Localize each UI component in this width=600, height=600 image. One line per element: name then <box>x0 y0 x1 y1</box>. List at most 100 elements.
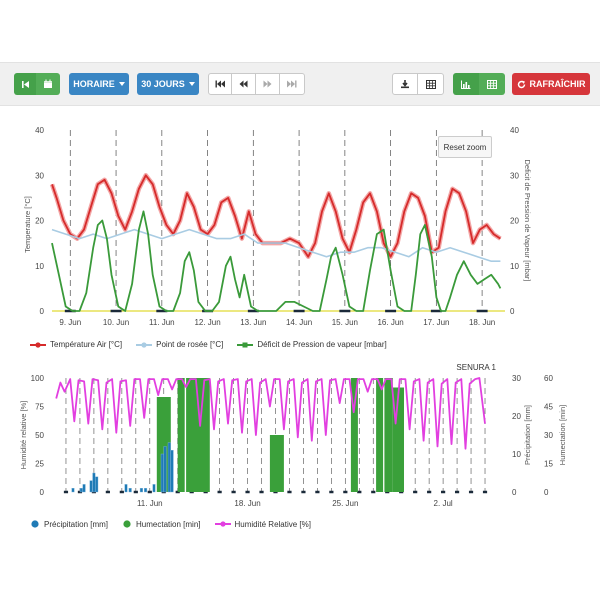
y-right-axis-title: Deficit de Pression de Vapeur [mbar] <box>523 159 532 281</box>
legend-item-dew-point[interactable]: Point de rosée [°C] <box>136 340 223 349</box>
x-tick-label: 10. Jun <box>103 318 129 327</box>
legend-item-temperature[interactable]: Température Air [°C] <box>30 340 122 349</box>
humectation-bar <box>186 378 210 492</box>
reset-zoom-button[interactable]: Reset zoom <box>438 136 492 158</box>
humectation-bar <box>384 378 393 492</box>
legend-label: Point de rosée [°C] <box>156 340 224 349</box>
legend-marker <box>136 341 153 348</box>
calendar-button[interactable] <box>36 73 60 95</box>
toolbar: HORAIRE 30 JOURS RAFRAÎCHIR <box>0 62 600 106</box>
precipitation-bar <box>160 453 164 493</box>
series-line-dew-point <box>51 228 501 263</box>
temperature-legend: Température Air [°C] Point de rosée [°C]… <box>30 340 387 349</box>
precipitation-bar <box>152 484 156 493</box>
y-right2-tick-label: 15 <box>544 460 553 469</box>
bar-chart-icon <box>461 80 471 89</box>
legend-label: Humectation [min] <box>136 519 201 529</box>
y-left-tick-label: 100 <box>31 374 45 383</box>
precipitation-bar <box>170 450 174 493</box>
humectation-bar <box>269 435 284 492</box>
calendar-icon <box>44 79 52 88</box>
precipitation-bar <box>144 488 148 493</box>
x-tick-label: 13. Jun <box>240 318 266 327</box>
series-line-vpd <box>51 210 502 312</box>
x-tick-label: 16. Jun <box>377 318 403 327</box>
y-right2-tick-label: 60 <box>544 374 553 383</box>
period-label: 30 JOURS <box>141 79 185 89</box>
y-right-tick-label: 20 <box>510 217 519 226</box>
y-right-tick-label: 40 <box>510 126 519 135</box>
x-tick-label: 14. Jun <box>286 318 312 327</box>
y-right-tick-label: 0 <box>510 307 515 316</box>
y-left-tick-label: 10 <box>35 262 44 271</box>
granularity-dropdown[interactable]: HORAIRE <box>69 73 129 95</box>
y-right2-tick-label: 45 <box>544 403 553 412</box>
y-right-tick-label: 10 <box>510 262 519 271</box>
series-line-humidity <box>55 377 486 450</box>
refresh-button[interactable]: RAFRAÎCHIR <box>512 73 590 95</box>
legend-label: Humidité Relative [%] <box>234 519 311 529</box>
legend-marker <box>30 341 46 348</box>
download-icon <box>401 80 409 89</box>
y-left-tick-label: 0 <box>40 488 45 497</box>
y-left-axis-title: Humidité relative [%] <box>19 401 28 470</box>
legend-marker <box>214 521 231 527</box>
data-table-button[interactable] <box>479 73 505 95</box>
x-tick-label: 11. Jun <box>149 318 175 327</box>
y-left-tick-label: 0 <box>40 307 45 316</box>
skip-backward-icon <box>215 80 225 88</box>
forward-icon <box>263 80 272 88</box>
y-left-tick-label: 30 <box>35 171 44 180</box>
x-tick-label: 25. Jun <box>332 499 358 508</box>
y-left-tick-label: 40 <box>35 126 44 135</box>
y-left-tick-label: 20 <box>35 217 44 226</box>
table-view-button[interactable] <box>417 73 444 95</box>
humectation-bar <box>177 378 185 492</box>
legend-label: Précipitation [mm] <box>44 519 109 529</box>
legend-marker <box>123 520 131 528</box>
table-icon <box>487 79 497 89</box>
precipitation-bar <box>71 488 75 493</box>
chart-view-button[interactable] <box>453 73 479 95</box>
y-right-tick-label: 10 <box>512 450 521 459</box>
precipitation-bar <box>167 442 171 493</box>
y-right-tick-label: 20 <box>512 412 521 421</box>
x-tick-label: 9. Jun <box>59 318 81 327</box>
legend-marker <box>31 520 39 528</box>
legend-marker <box>237 342 254 347</box>
first-view-button[interactable] <box>14 73 36 95</box>
x-tick-label: 11. Jun <box>137 499 163 508</box>
skip-backward-button[interactable] <box>208 73 232 95</box>
legend-item-vpd[interactable]: Déficit de Pression de vapeur [mbar] <box>237 340 387 349</box>
y-right2-axis-title: Humectation [min] <box>558 405 567 465</box>
refresh-label: RAFRAÎCHIR <box>529 79 586 89</box>
download-button[interactable] <box>392 73 418 95</box>
skip-forward-button[interactable] <box>279 73 305 95</box>
legend-item-humidity[interactable]: Humidité Relative [%] <box>214 519 311 529</box>
x-tick-label: 17. Jun <box>423 318 449 327</box>
y-right2-tick-label: 0 <box>544 488 549 497</box>
caret-down-icon <box>188 82 195 86</box>
legend-item-humectation[interactable]: Humectation [min] <box>122 519 201 529</box>
precipitation-bar <box>82 484 86 493</box>
y-left-tick-label: 25 <box>35 460 44 469</box>
humidity-legend: Précipitation [mm] Humectation [min] Hum… <box>30 519 311 529</box>
x-tick-label: 18. Jun <box>469 318 495 327</box>
skip-forward-icon <box>287 80 297 88</box>
backward-icon <box>239 80 248 88</box>
caret-down-icon <box>118 82 125 86</box>
refresh-icon <box>517 80 525 88</box>
period-dropdown[interactable]: 30 JOURS <box>137 73 199 95</box>
legend-label: Déficit de Pression de vapeur [mbar] <box>257 340 387 349</box>
precipitation-bar <box>163 446 167 493</box>
humectation-bar <box>392 387 404 492</box>
legend-item-precipitation[interactable]: Précipitation [mm] <box>30 519 108 529</box>
x-tick-label: 18. Jun <box>234 499 260 508</box>
step-forward-button[interactable] <box>255 73 280 95</box>
series-line-temperature <box>51 174 501 258</box>
y-right-tick-label: 30 <box>510 171 519 180</box>
y-right2-tick-label: 30 <box>544 431 553 440</box>
humectation-bar <box>156 397 171 492</box>
step-backward-button[interactable] <box>231 73 256 95</box>
precipitation-bar <box>95 476 99 493</box>
